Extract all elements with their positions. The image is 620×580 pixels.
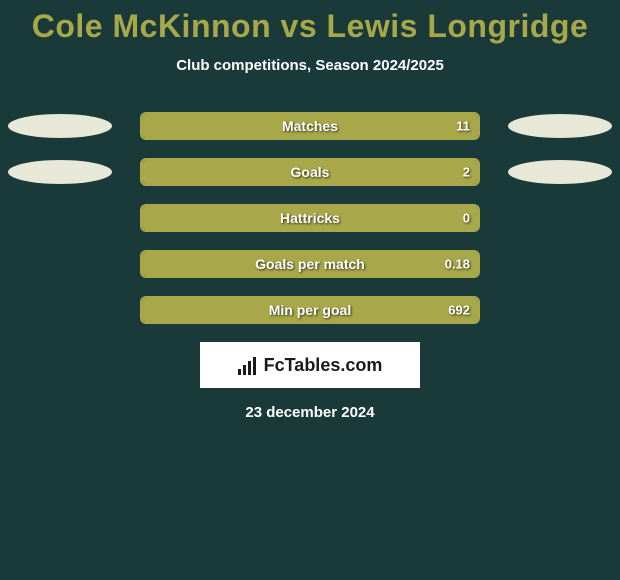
stat-row: Min per goal692 — [0, 296, 620, 324]
stat-value: 0 — [463, 211, 470, 226]
stat-row: Hattricks0 — [0, 204, 620, 232]
stat-label: Hattricks — [142, 210, 478, 226]
stat-value: 2 — [463, 165, 470, 180]
stat-bar: Hattricks0 — [140, 204, 480, 232]
subtitle: Club competitions, Season 2024/2025 — [0, 57, 620, 74]
stat-row: Matches11 — [0, 112, 620, 140]
comparison-card: Cole McKinnon vs Lewis Longridge Club co… — [0, 0, 620, 421]
left-ellipse — [8, 114, 112, 138]
stat-label: Goals per match — [142, 256, 478, 272]
left-ellipse — [8, 160, 112, 184]
stat-bar: Matches11 — [140, 112, 480, 140]
stat-bar: Min per goal692 — [140, 296, 480, 324]
stat-label: Matches — [142, 118, 478, 134]
stat-value: 11 — [456, 119, 470, 134]
stat-value: 0.18 — [445, 257, 470, 272]
logo-text: FcTables.com — [264, 355, 383, 376]
stat-value: 692 — [448, 303, 470, 318]
stat-row: Goals per match0.18 — [0, 250, 620, 278]
logo-box: FcTables.com — [200, 342, 420, 388]
stat-rows: Matches11 Goals2 Hattricks0 Goals per match… — [0, 112, 620, 324]
stat-row: Goals2 — [0, 158, 620, 186]
stat-bar: Goals2 — [140, 158, 480, 186]
right-ellipse — [508, 160, 612, 184]
page-title: Cole McKinnon vs Lewis Longridge — [0, 8, 620, 45]
date-text: 23 december 2024 — [0, 404, 620, 421]
barchart-icon — [238, 355, 258, 375]
stat-label: Min per goal — [142, 302, 478, 318]
right-ellipse — [508, 114, 612, 138]
stat-label: Goals — [142, 164, 478, 180]
stat-bar: Goals per match0.18 — [140, 250, 480, 278]
